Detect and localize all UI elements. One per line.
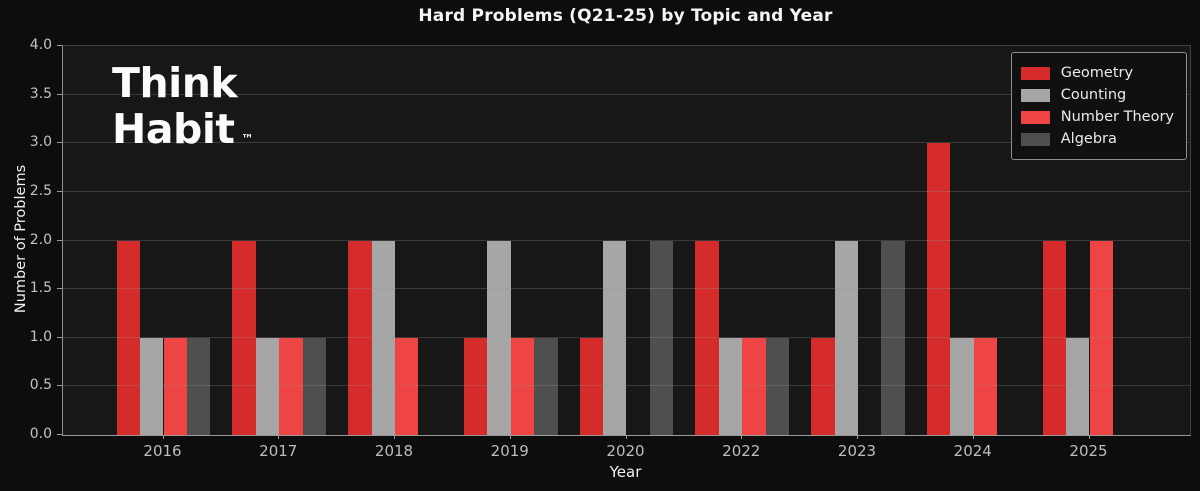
bar-algebra-2017 xyxy=(302,337,327,435)
legend-label-algebra: Algebra xyxy=(1060,131,1117,147)
y-tick-mark-3.5 xyxy=(57,93,62,95)
bar-number-theory-2016 xyxy=(163,337,187,435)
x-tick-label-2019: 2019 xyxy=(490,442,529,460)
x-tick-mark-2016 xyxy=(162,435,164,439)
bar-number-theory-2017 xyxy=(279,337,303,435)
legend-item-algebra: Algebra xyxy=(1020,130,1174,148)
x-tick-label-2025: 2025 xyxy=(1069,442,1108,460)
bar-number-theory-2024 xyxy=(973,337,998,435)
bar-algebra-2022 xyxy=(765,337,790,435)
y-tick-mark-1.5 xyxy=(57,288,62,290)
bar-geometry-2023 xyxy=(811,337,835,435)
x-tick-label-2016: 2016 xyxy=(143,442,182,460)
x-tick-label-2022: 2022 xyxy=(722,442,761,460)
chart-title: Hard Problems (Q21-25) by Topic and Year xyxy=(418,6,833,26)
brand-logo-line2: Habit ™ xyxy=(112,105,254,153)
bar-counting-2016 xyxy=(140,337,164,435)
bar-counting-2019 xyxy=(487,240,511,435)
bar-number-theory-2018 xyxy=(395,337,419,435)
legend-item-counting: Counting xyxy=(1020,86,1174,104)
bar-counting-2022 xyxy=(718,337,743,435)
y-tick-label-3.5: 3.5 xyxy=(29,85,52,102)
y-tick-mark-0.5 xyxy=(57,385,62,387)
x-tick-mark-2019 xyxy=(509,435,511,439)
bar-algebra-2019 xyxy=(534,337,558,435)
bar-geometry-2019 xyxy=(463,337,488,435)
bar-counting-2025 xyxy=(1066,337,1090,435)
brand-logo: Think Habit ™ xyxy=(112,60,253,162)
bar-geometry-2017 xyxy=(232,240,256,435)
x-tick-mark-2025 xyxy=(1088,435,1090,439)
legend-item-number-theory: Number Theory xyxy=(1020,108,1174,126)
bar-geometry-2018 xyxy=(348,240,372,435)
bar-counting-2018 xyxy=(371,240,395,435)
legend-swatch-number-theory xyxy=(1020,110,1050,124)
y-tick-mark-4.0 xyxy=(57,45,62,46)
y-tick-mark-2.5 xyxy=(57,190,62,192)
x-tick-label-2018: 2018 xyxy=(374,442,414,460)
x-tick-mark-2022 xyxy=(741,435,743,439)
y-tick-mark-0.0 xyxy=(57,434,62,435)
bar-counting-2024 xyxy=(950,337,974,435)
y-tick-label-1.0: 1.0 xyxy=(29,328,52,345)
gridline-2.5 xyxy=(63,190,1190,192)
bar-counting-2023 xyxy=(834,240,858,435)
plot-area xyxy=(62,45,1191,436)
bar-counting-2017 xyxy=(255,337,280,435)
bar-geometry-2024 xyxy=(926,143,951,435)
legend-swatch-algebra xyxy=(1020,132,1050,146)
y-axis-label: Number of Problems xyxy=(13,164,29,314)
bar-geometry-2025 xyxy=(1042,240,1067,435)
y-tick-label-0.5: 0.5 xyxy=(29,377,52,394)
y-tick-label-2.5: 2.5 xyxy=(29,182,52,199)
x-tick-label-2023: 2023 xyxy=(837,442,877,460)
bar-number-theory-2025 xyxy=(1089,240,1113,435)
bar-algebra-2016 xyxy=(186,337,211,435)
bar-counting-2020 xyxy=(603,240,627,435)
bar-number-theory-2019 xyxy=(510,337,535,435)
x-tick-label-2017: 2017 xyxy=(259,442,298,460)
bar-algebra-2020 xyxy=(649,240,674,435)
y-tick-label-0.0: 0.0 xyxy=(29,426,52,442)
x-axis-label: Year xyxy=(609,463,642,481)
legend-item-geometry: Geometry xyxy=(1020,64,1174,82)
x-tick-mark-2020 xyxy=(625,435,627,439)
bar-algebra-2023 xyxy=(881,240,905,435)
y-tick-label-1.5: 1.5 xyxy=(29,280,52,297)
bar-geometry-2022 xyxy=(695,240,719,435)
x-tick-mark-2023 xyxy=(857,435,858,439)
y-tick-label-2.0: 2.0 xyxy=(29,231,52,248)
x-tick-mark-2017 xyxy=(278,435,280,439)
y-tick-label-3.0: 3.0 xyxy=(29,134,52,151)
x-tick-label-2020: 2020 xyxy=(606,442,645,460)
brand-logo-line1: Think xyxy=(112,59,238,107)
legend-label-counting: Counting xyxy=(1060,87,1127,103)
y-tick-mark-1.0 xyxy=(57,336,62,338)
bar-geometry-2020 xyxy=(579,337,604,435)
y-tick-label-4.0: 4.0 xyxy=(29,37,52,53)
trademark-symbol: ™ xyxy=(241,132,254,146)
legend-label-number-theory: Number Theory xyxy=(1060,109,1174,125)
legend-rows: Geometry Counting Number Theory Algebra xyxy=(1020,64,1174,148)
legend: Geometry Counting Number Theory Algebra xyxy=(1010,52,1187,160)
x-tick-mark-2024 xyxy=(972,435,974,439)
x-tick-label-2024: 2024 xyxy=(953,442,992,460)
bar-number-theory-2022 xyxy=(742,337,766,435)
legend-swatch-counting xyxy=(1020,88,1050,102)
legend-swatch-geometry xyxy=(1020,66,1050,80)
x-tick-mark-2018 xyxy=(394,435,395,439)
legend-label-geometry: Geometry xyxy=(1060,65,1134,81)
bar-geometry-2016 xyxy=(116,240,141,435)
y-tick-mark-3.0 xyxy=(57,142,62,144)
y-tick-mark-2.0 xyxy=(57,239,62,241)
